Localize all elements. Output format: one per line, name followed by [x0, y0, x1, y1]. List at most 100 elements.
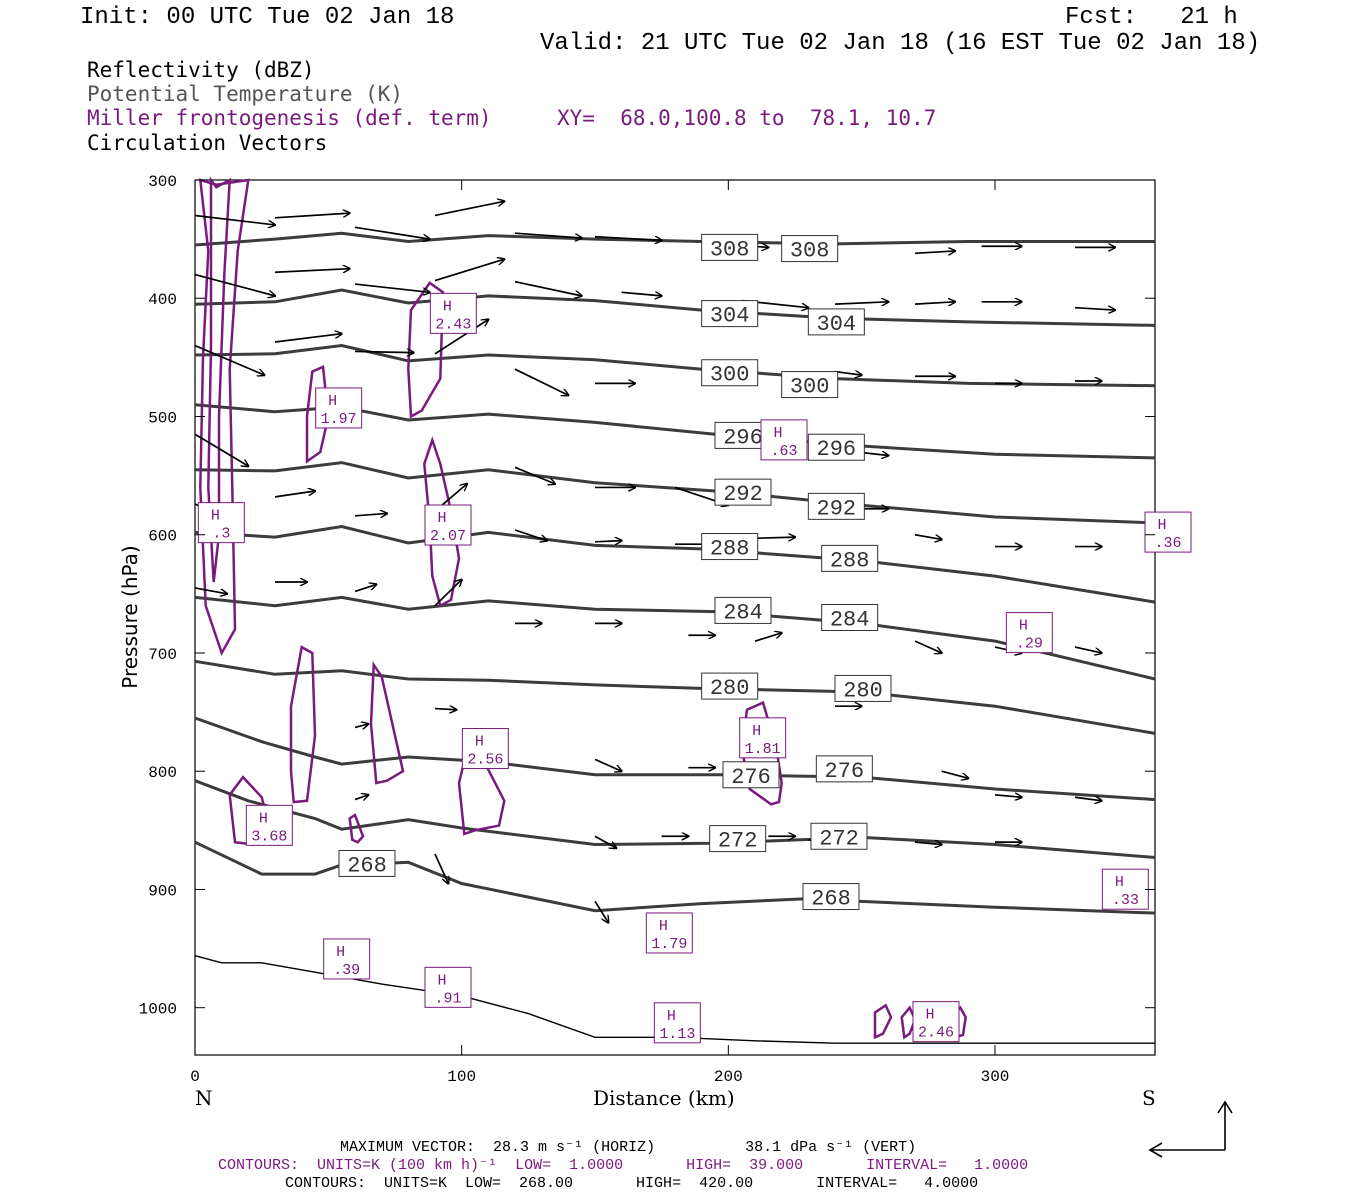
- circulation-vector: [914, 533, 942, 540]
- circulation-vector: [914, 842, 942, 844]
- circulation-vector: [354, 724, 368, 728]
- frontogenesis-maximum: H.39: [323, 938, 371, 980]
- circulation-vector: [514, 368, 568, 395]
- circulation-vector: [434, 320, 488, 355]
- theta-contour-label: 280: [701, 672, 759, 701]
- theta-contour-label: 292: [714, 478, 772, 507]
- circulation-vector: [354, 283, 430, 292]
- circulation-vector: [514, 280, 582, 296]
- svg-text:280: 280: [710, 676, 750, 701]
- svg-text:.29: .29: [1016, 636, 1043, 653]
- theta-contour-label: 268: [802, 883, 860, 912]
- circulation-vector: [274, 334, 342, 343]
- frontogenesis-contour: [305, 364, 330, 464]
- svg-text:H: H: [1115, 874, 1124, 891]
- legend-theta: Potential Temperature (K): [87, 82, 404, 106]
- svg-text:1.13: 1.13: [659, 1026, 695, 1043]
- legend-xy-endpoints: XY= 68.0,100.8 to 78.1, 10.7: [557, 106, 937, 130]
- svg-text:1.79: 1.79: [651, 936, 687, 953]
- north-end-label: N: [195, 1086, 213, 1110]
- circulation-vector: [354, 795, 368, 800]
- circulation-vector: [754, 537, 795, 538]
- svg-text:H: H: [443, 298, 452, 315]
- theta-contour-label: 296: [807, 433, 865, 462]
- svg-text:2.46: 2.46: [918, 1025, 954, 1042]
- svg-text:H: H: [259, 810, 268, 827]
- theta-contour-label: 300: [781, 371, 839, 400]
- circulation-vector: [754, 633, 782, 642]
- svg-text:3.68: 3.68: [251, 828, 287, 845]
- theta-contour-label: 276: [815, 755, 873, 784]
- frontogenesis-maximum: H1.97: [315, 387, 363, 429]
- svg-text:276: 276: [825, 759, 865, 784]
- circulation-vector: [434, 580, 462, 607]
- y-tick-label: 900: [148, 882, 177, 900]
- y-tick-label: 700: [148, 646, 177, 664]
- frontogenesis-maximum: H.33: [1101, 868, 1149, 910]
- frontogenesis-contour: [369, 660, 405, 785]
- svg-text:276: 276: [731, 765, 771, 790]
- y-tick-label: 300: [148, 173, 177, 191]
- circulation-vector: [354, 513, 387, 515]
- circulation-vector: [594, 835, 616, 848]
- frontogenesis-maximum: H.29: [1005, 612, 1053, 654]
- svg-text:280: 280: [843, 678, 883, 703]
- svg-text:308: 308: [710, 237, 750, 262]
- y-tick-label: 1000: [139, 1001, 177, 1019]
- y-tick-label: 800: [148, 764, 177, 782]
- circulation-vector: [914, 640, 942, 653]
- svg-text:1.97: 1.97: [321, 411, 357, 428]
- frontogenesis-contour: [207, 176, 232, 583]
- theta-contour-label: 304: [807, 308, 865, 337]
- circulation-vector: [434, 201, 504, 217]
- theta-contour-label: 272: [709, 825, 767, 854]
- footer-contours-theta: CONTOURS: UNITS=K LOW= 268.00 HIGH= 420.…: [285, 1175, 979, 1192]
- circulation-vector: [354, 584, 376, 593]
- theta-contour-label: 284: [714, 596, 772, 625]
- footer-max-vector: MAXIMUM VECTOR: 28.3 m s⁻¹ (HORIZ) 38.1 …: [340, 1139, 917, 1156]
- svg-text:292: 292: [817, 496, 857, 521]
- x-tick-label: 0: [190, 1068, 200, 1086]
- legend-frontogenesis: Miller frontogenesis (def. term): [87, 106, 492, 130]
- circulation-vector: [514, 529, 547, 541]
- circulation-vector: [194, 587, 227, 594]
- frontogenesis-maximum: H.36: [1144, 511, 1192, 553]
- svg-text:H: H: [667, 1008, 676, 1025]
- svg-text:268: 268: [347, 853, 387, 878]
- svg-text:292: 292: [723, 482, 763, 507]
- circulation-vector: [1074, 797, 1102, 801]
- circulation-vector: [941, 770, 969, 778]
- circulation-vector: [1074, 308, 1115, 310]
- theta-contour-300: [194, 343, 1156, 388]
- svg-text:H: H: [1019, 618, 1028, 635]
- circulation-vector: [514, 232, 582, 238]
- theta-contour-280: [194, 659, 1156, 735]
- theta-contour-label: 288: [701, 533, 759, 562]
- circulation-vector: [594, 758, 622, 771]
- theta-contour-label: 272: [810, 822, 868, 851]
- svg-text:288: 288: [830, 548, 870, 573]
- svg-text:H: H: [925, 1007, 934, 1024]
- circulation-vector: [621, 292, 662, 296]
- theta-contour-268: [194, 840, 1156, 915]
- circulation-vector: [914, 302, 955, 304]
- circulation-vector: [274, 269, 350, 274]
- svg-text:296: 296: [817, 437, 857, 462]
- frontogenesis-maximum: H2.56: [461, 727, 509, 769]
- theta-contour-label: 308: [701, 233, 759, 262]
- circulation-vector: [914, 251, 955, 253]
- svg-text:.91: .91: [434, 990, 461, 1007]
- theta-contour-304: [194, 288, 1156, 327]
- circulation-vector: [434, 709, 456, 710]
- plot-frame: [194, 179, 1156, 1056]
- theta-contour-label: 308: [781, 235, 839, 264]
- circulation-vector: [194, 433, 248, 466]
- theta-contour-288: [194, 524, 1156, 604]
- frontogenesis-contour: [198, 178, 250, 657]
- y-tick-label: 600: [148, 528, 177, 546]
- circulation-vector: [834, 302, 888, 304]
- theta-contour-label: 268: [338, 849, 396, 878]
- theta-contour-label: 304: [701, 300, 759, 329]
- svg-text:H: H: [336, 944, 345, 961]
- y-tick-label: 400: [148, 291, 177, 309]
